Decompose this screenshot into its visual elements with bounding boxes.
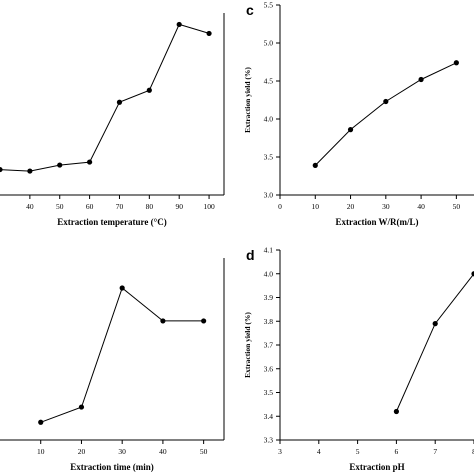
- x-tick-label: 40: [26, 202, 34, 211]
- x-tick-label: 30: [118, 447, 126, 456]
- data-point: [347, 127, 354, 133]
- y-tick-label: 3.4: [264, 412, 274, 421]
- data-point: [471, 271, 474, 277]
- x-tick-label: 7: [433, 447, 437, 456]
- y-tick-label: 4.5: [264, 77, 274, 86]
- y-tick-label: 3.6: [264, 364, 274, 373]
- data-point: [176, 21, 182, 28]
- y-tick-label: 4.0: [264, 115, 274, 124]
- y-tick-label: 3.3: [264, 436, 274, 445]
- y-tick-label: 3.5: [264, 388, 274, 397]
- data-point: [312, 162, 318, 168]
- x-tick-label: 50: [56, 202, 64, 211]
- data-point: [201, 318, 207, 324]
- y-tick-label: 4.0: [264, 269, 274, 278]
- y-tick-label: 3.0: [264, 191, 274, 200]
- x-tick-label: 50: [200, 447, 208, 456]
- data-point: [119, 285, 125, 291]
- panel-temperature: 40 50 60 70 80 90 100 Extraction temperature (°…: [0, 13, 225, 227]
- y-tick-label: 5.5: [264, 1, 274, 10]
- y-tick-label: 5.0: [264, 39, 274, 48]
- x-tick-label: 100: [203, 202, 215, 211]
- data-point: [418, 76, 424, 83]
- y-tick-label: 3.8: [264, 317, 274, 326]
- data-point: [27, 168, 33, 174]
- y-tick-label: 3.7: [264, 341, 274, 350]
- x-tick-label: 20: [78, 447, 86, 456]
- series-line: [0, 23, 210, 172]
- data-point: [453, 60, 459, 66]
- x-tick-label: 50: [453, 202, 461, 211]
- y-axis-label: Extraction yield (%): [243, 67, 252, 133]
- x-axis-label: Extraction time (min): [70, 462, 153, 472]
- panel-time: 10 20 30 40 50 Extraction time (min): [0, 258, 225, 472]
- panel-label: d: [246, 247, 255, 263]
- x-tick-label: 0: [278, 202, 282, 211]
- data-point: [383, 98, 389, 105]
- data-point: [87, 159, 93, 165]
- x-tick-label: 80: [146, 202, 154, 211]
- series-line: [40, 287, 204, 423]
- x-tick-label: 10: [312, 202, 320, 211]
- x-tick-label: 40: [159, 447, 167, 456]
- series-line: [314, 62, 457, 166]
- panel-d-ph: 3 4 5 6 7 8 3.3 3.4 3.5 3.6 3.7 3.8 3.9 4.0 4.1 Extract…: [243, 246, 474, 472]
- data-point: [146, 87, 152, 93]
- series-line: [395, 273, 474, 412]
- x-tick-label: 60: [86, 202, 94, 211]
- data-point: [38, 419, 44, 425]
- data-point: [160, 318, 166, 324]
- data-point: [432, 321, 438, 327]
- x-tick-label: 6: [395, 447, 399, 456]
- panel-label: c: [246, 2, 254, 18]
- x-axis-label: Extraction pH: [349, 462, 404, 472]
- y-tick-label: 4.1: [264, 246, 274, 255]
- x-tick-label: 3: [278, 447, 282, 456]
- x-tick-label: 4: [317, 447, 321, 456]
- panel-c-wr: 0 10 20 30 40 50 3.0 3.5 4.0 4.5 5.0 5.5 Extraction …: [243, 1, 474, 227]
- data-point: [0, 166, 3, 173]
- x-tick-label: 70: [116, 202, 124, 211]
- data-point: [116, 99, 123, 105]
- x-axis-label: Extraction W/R(m/L): [335, 217, 418, 227]
- x-tick-label: 90: [175, 202, 183, 211]
- x-tick-label: 20: [347, 202, 355, 211]
- y-tick-label: 3.5: [264, 153, 274, 162]
- x-tick-label: 40: [417, 202, 425, 211]
- y-axis-label: Extraction yield (%): [243, 312, 252, 378]
- x-tick-label: 8: [472, 447, 474, 456]
- x-axis-label: Extraction temperature (°C): [57, 217, 166, 227]
- y-tick-label: 3.9: [264, 293, 274, 302]
- data-point: [393, 408, 399, 415]
- x-tick-label: 30: [382, 202, 390, 211]
- x-tick-label: 10: [37, 447, 45, 456]
- data-point: [57, 162, 63, 168]
- x-tick-label: 5: [356, 447, 360, 456]
- data-point: [78, 404, 85, 410]
- data-point: [206, 30, 212, 37]
